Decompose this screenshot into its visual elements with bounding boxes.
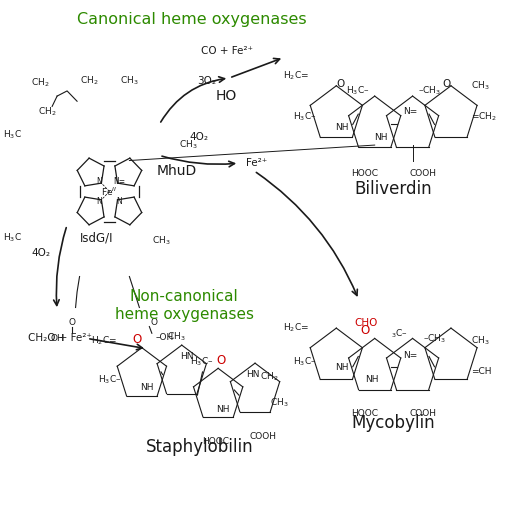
Text: CH$_3$: CH$_3$ [471,334,490,347]
Text: IsdG/I: IsdG/I [80,232,114,245]
Text: –CH$_3$: –CH$_3$ [422,332,446,345]
Text: CH$_3$: CH$_3$ [270,397,289,409]
Text: O: O [69,318,75,327]
Text: =CH: =CH [471,368,491,376]
Text: HN: HN [246,370,259,379]
Text: NH: NH [140,383,154,392]
Text: Fe²⁺: Fe²⁺ [246,158,267,168]
Text: N: N [97,197,102,206]
Text: HN: HN [180,352,193,361]
Text: HOOC: HOOC [351,169,378,178]
Text: H$_3$C: H$_3$C [3,129,22,141]
Text: 3O₂: 3O₂ [197,75,216,86]
Text: OH: OH [51,334,65,343]
Text: CH$_2$: CH$_2$ [31,77,50,89]
Text: H$_3$C–: H$_3$C– [346,85,370,97]
Text: H$_2$C=: H$_2$C= [91,334,117,347]
Text: 4O₂: 4O₂ [31,248,50,258]
Text: CH$_2$: CH$_2$ [260,371,278,383]
Text: O: O [216,354,225,367]
Text: H$_3$C–: H$_3$C– [293,111,317,123]
Text: $_3$C–: $_3$C– [391,327,408,340]
Text: O: O [360,324,370,337]
Text: N=: N= [114,177,126,186]
Text: Biliverdin: Biliverdin [355,180,433,198]
Text: Staphylobilin: Staphylobilin [146,438,253,455]
Text: Fe$^{II}$: Fe$^{II}$ [101,185,118,197]
Text: CH$_3$: CH$_3$ [152,234,171,247]
Text: Mycobylin: Mycobylin [352,415,436,433]
Text: NH: NH [335,123,349,131]
Text: CH$_2$: CH$_2$ [80,74,99,87]
Text: HO: HO [216,89,237,103]
Text: H$_3$C–: H$_3$C– [190,355,213,368]
Text: CH$_3$: CH$_3$ [167,331,186,343]
Text: H$_2$C=: H$_2$C= [283,322,309,334]
Text: CH$_3$: CH$_3$ [120,74,139,87]
Text: H$_3$C–: H$_3$C– [293,355,317,368]
Text: N: N [117,197,122,206]
Text: O: O [443,79,451,89]
Text: –OH: –OH [155,333,174,342]
Text: CH$_3$: CH$_3$ [179,139,198,151]
Text: 4O₂: 4O₂ [190,132,209,142]
Text: N=: N= [403,351,417,360]
Text: O: O [132,333,142,346]
Text: CH$_3$: CH$_3$ [471,80,490,92]
Text: H$_3$C: H$_3$C [3,232,22,244]
Text: HOOC: HOOC [202,437,229,446]
Text: –CH$_3$: –CH$_3$ [417,85,441,97]
Text: CO + Fe²⁺: CO + Fe²⁺ [201,46,252,56]
Text: CH$_2$: CH$_2$ [38,105,56,118]
Text: O: O [336,79,345,89]
Text: H$_2$C=: H$_2$C= [283,69,309,82]
Text: Canonical heme oxygenases: Canonical heme oxygenases [77,12,306,27]
Text: N=: N= [403,107,417,116]
Text: O: O [151,318,158,327]
Text: HOOC: HOOC [351,408,378,418]
Text: Non-canonical
heme oxygenases: Non-canonical heme oxygenases [115,290,254,322]
Text: N: N [97,177,102,186]
Text: COOH: COOH [409,408,436,418]
Text: MhuD: MhuD [157,164,197,178]
Text: NH: NH [335,363,349,372]
Text: CH₂O + Fe²⁺: CH₂O + Fe²⁺ [27,333,92,343]
Text: NH: NH [365,375,379,384]
Text: COOH: COOH [249,432,276,441]
Text: CHO: CHO [355,318,378,328]
Text: NH: NH [216,405,230,414]
Text: =CH$_2$: =CH$_2$ [471,111,497,123]
Text: COOH: COOH [409,169,436,178]
Text: NH: NH [374,133,387,142]
Text: H$_3$C–: H$_3$C– [98,373,122,386]
